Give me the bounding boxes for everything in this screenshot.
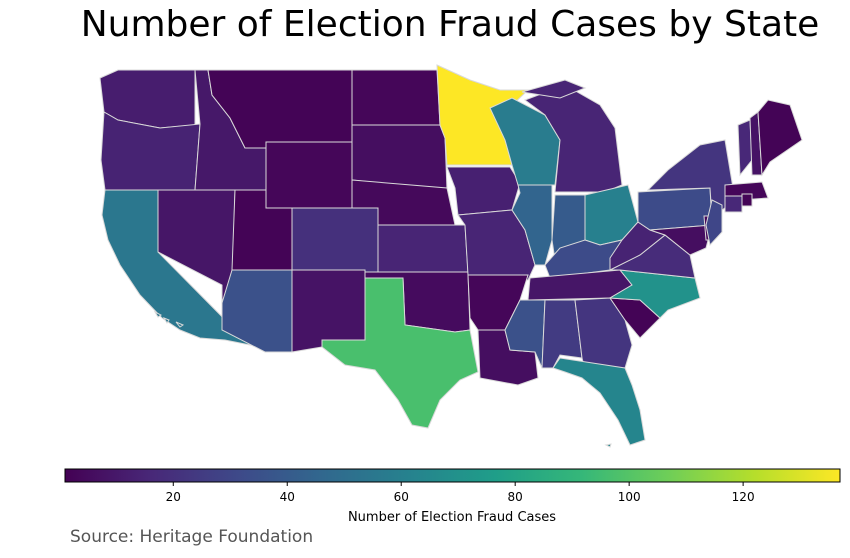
state-nc [608, 269, 701, 319]
colorbar-tick-label: 80 [508, 490, 523, 504]
colorbar: 20 40 60 80 100 120 [64, 468, 841, 504]
map-title: Number of Election Fraud Cases by State [80, 4, 820, 45]
state-ct [724, 195, 743, 213]
state-sd [351, 124, 448, 191]
state-wy [265, 141, 353, 209]
state-ca-part-1 [153, 310, 162, 318]
source-note: Source: Heritage Foundation [70, 527, 314, 547]
state-fl-part-1 [604, 443, 612, 448]
state-mi-part-1 [521, 79, 587, 99]
state-me [757, 99, 803, 177]
colorbar-tick-label: 120 [732, 490, 755, 504]
state-il [511, 184, 553, 266]
colorbar-tick-label: 20 [166, 490, 181, 504]
states-layer [99, 64, 803, 448]
state-md [649, 224, 713, 256]
state-nd [351, 69, 441, 126]
colorbar-tick-label: 100 [618, 490, 641, 504]
state-ca-part-3 [175, 321, 185, 328]
state-ny [646, 139, 736, 219]
state-ia [446, 166, 521, 216]
state-co [291, 207, 379, 273]
state-wi [489, 97, 561, 186]
state-tx [321, 277, 479, 429]
colorbar-tick-label: 60 [394, 490, 409, 504]
state-pa [637, 187, 713, 231]
colorbar-gradient [64, 468, 841, 483]
state-nj [705, 199, 723, 247]
state-ks [377, 224, 469, 273]
state-fl [552, 357, 646, 446]
colorbar-label: Number of Election Fraud Cases [347, 510, 557, 525]
colorbar-tick-label: 40 [280, 490, 295, 504]
state-ri [741, 193, 753, 207]
state-ca-part-2 [162, 316, 170, 324]
